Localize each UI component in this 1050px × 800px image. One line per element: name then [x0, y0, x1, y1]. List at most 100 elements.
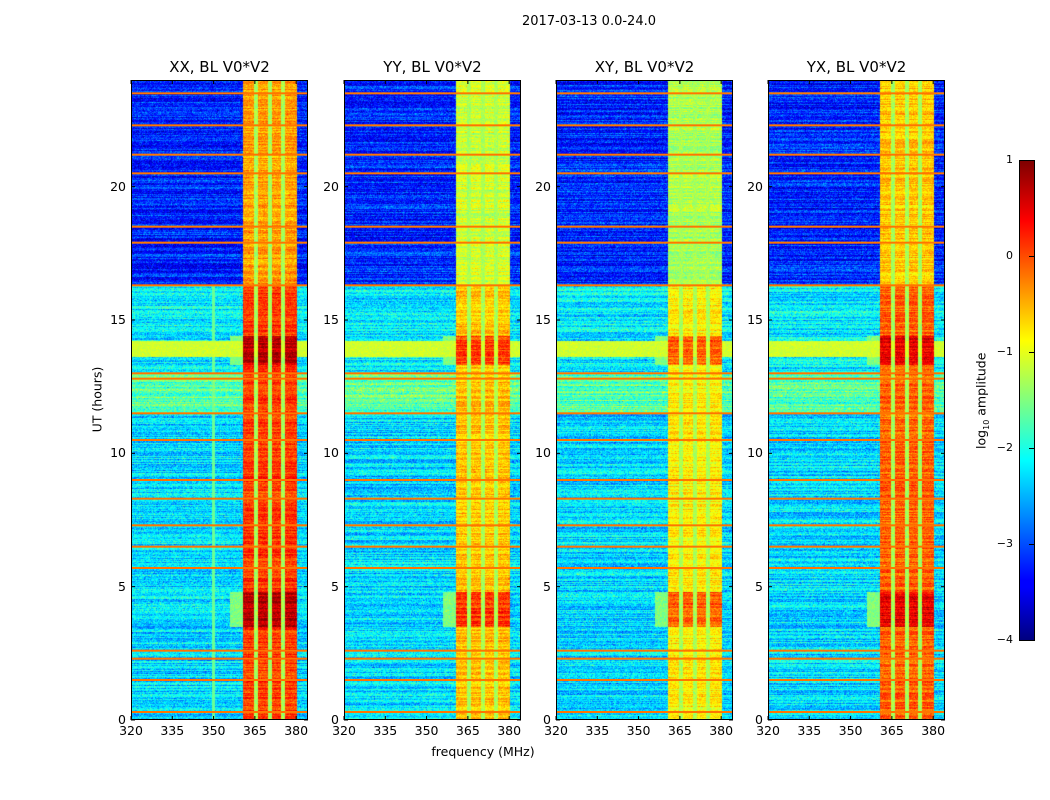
x-tick-label: 335: [797, 723, 822, 738]
rfi-line: [344, 241, 521, 244]
rfi-line: [344, 92, 521, 95]
rfi-line: [344, 649, 521, 652]
rfi-line: [131, 567, 308, 569]
panel-xx: XX, BL V0*V2: [130, 58, 308, 721]
rfi-line: [131, 412, 308, 415]
rfi-line: [344, 545, 521, 548]
rfi-line: [131, 439, 308, 441]
figure-title: 2017-03-13 0.0-24.0: [522, 14, 656, 29]
rfi-line: [131, 497, 308, 500]
rfi-line: [131, 92, 308, 95]
rfi-line: [344, 711, 521, 713]
panel-title: XX, BL V0*V2: [169, 58, 270, 76]
rfi-line: [344, 679, 521, 681]
rfi-line: [556, 657, 733, 660]
rfi-overlay: [555, 80, 733, 721]
rfi-line: [768, 241, 945, 244]
y-tick-label: 15: [323, 312, 339, 327]
rfi-line: [556, 679, 733, 681]
rfi-line: [344, 372, 521, 375]
rfi-line: [556, 567, 733, 569]
rfi-line: [344, 124, 521, 127]
rfi-line: [768, 649, 945, 652]
y-tick-label: 0: [543, 712, 551, 727]
rfi-line: [768, 497, 945, 500]
y-tick-label: 5: [755, 578, 763, 594]
rfi-line: [131, 479, 308, 481]
rfi-line: [556, 649, 733, 652]
rfi-line: [344, 225, 521, 228]
y-tick-label: 15: [110, 312, 126, 327]
x-tick-label: 335: [160, 723, 185, 738]
panel-title: YY, BL V0*V2: [383, 58, 482, 76]
rfi-line: [768, 92, 945, 95]
colorbar-tick-label: 1: [1006, 153, 1013, 166]
rfi-line: [768, 124, 945, 127]
y-tick-label: 10: [323, 445, 339, 461]
rfi-line: [344, 524, 521, 527]
y-tick-label: 0: [331, 712, 339, 727]
rfi-line: [768, 679, 945, 681]
panel-yx: YX, BL V0*V2: [767, 58, 945, 721]
rfi-line: [768, 153, 945, 156]
rfi-line: [556, 241, 733, 244]
y-tick-label: 20: [747, 178, 763, 194]
rfi-line: [556, 545, 733, 548]
x-tick-label: 320: [119, 723, 143, 738]
rfi-line: [556, 524, 733, 527]
rfi-line: [344, 172, 521, 175]
y-tick-label: 0: [118, 712, 126, 727]
rfi-line: [131, 657, 308, 660]
rfi-line: [344, 412, 521, 415]
rfi-line: [768, 657, 945, 660]
spectrogram-yx: [768, 80, 945, 720]
rfi-line: [131, 679, 308, 681]
x-tick-label: 350: [838, 723, 863, 738]
colorbar-tick-mark: [1029, 256, 1034, 257]
rfi-line: [556, 124, 733, 127]
y-tick-label: 20: [535, 178, 551, 194]
rfi-line: [556, 711, 733, 713]
rfi-line: [344, 479, 521, 481]
colorbar-tick-mark: [1029, 640, 1034, 641]
rfi-line: [131, 172, 308, 175]
rfi-line: [768, 711, 945, 713]
x-tick-label: 320: [544, 723, 568, 738]
rfi-line: [131, 545, 308, 548]
rfi-line: [131, 524, 308, 527]
y-tick-label: 10: [747, 445, 763, 461]
x-tick-label: 380: [284, 723, 309, 738]
rfi-line: [131, 225, 308, 228]
colorbar-tick-label: −1: [996, 345, 1013, 358]
spectrogram-xy: [556, 80, 733, 720]
rfi-overlay: [343, 80, 521, 721]
rfi-line: [556, 439, 733, 441]
rfi-line: [768, 567, 945, 569]
y-tick-label: 5: [543, 578, 551, 594]
rfi-line: [131, 153, 308, 156]
y-tick-label: 10: [535, 445, 551, 461]
rfi-line: [556, 153, 733, 156]
rfi-line: [344, 377, 521, 380]
x-tick-label: 365: [455, 723, 480, 738]
rfi-overlay: [130, 80, 308, 721]
x-tick-label: 365: [242, 723, 267, 738]
y-tick-label: 20: [323, 178, 339, 194]
rfi-line: [768, 172, 945, 175]
colorbar: [1019, 160, 1035, 641]
rfi-line: [556, 225, 733, 228]
rfi-line: [768, 372, 945, 375]
panel-title: YX, BL V0*V2: [806, 58, 907, 76]
rfi-line: [344, 567, 521, 569]
rfi-line: [344, 497, 521, 500]
rfi-line: [768, 412, 945, 415]
rfi-line: [344, 657, 521, 660]
colorbar-tick-mark: [1029, 352, 1034, 353]
rfi-overlay: [767, 80, 945, 721]
x-axis-label: frequency (MHz): [431, 744, 535, 759]
rfi-line: [556, 372, 733, 375]
y-tick-label: 10: [110, 445, 126, 461]
x-tick-label: 335: [585, 723, 610, 738]
rfi-line: [768, 439, 945, 441]
rfi-line: [556, 497, 733, 500]
